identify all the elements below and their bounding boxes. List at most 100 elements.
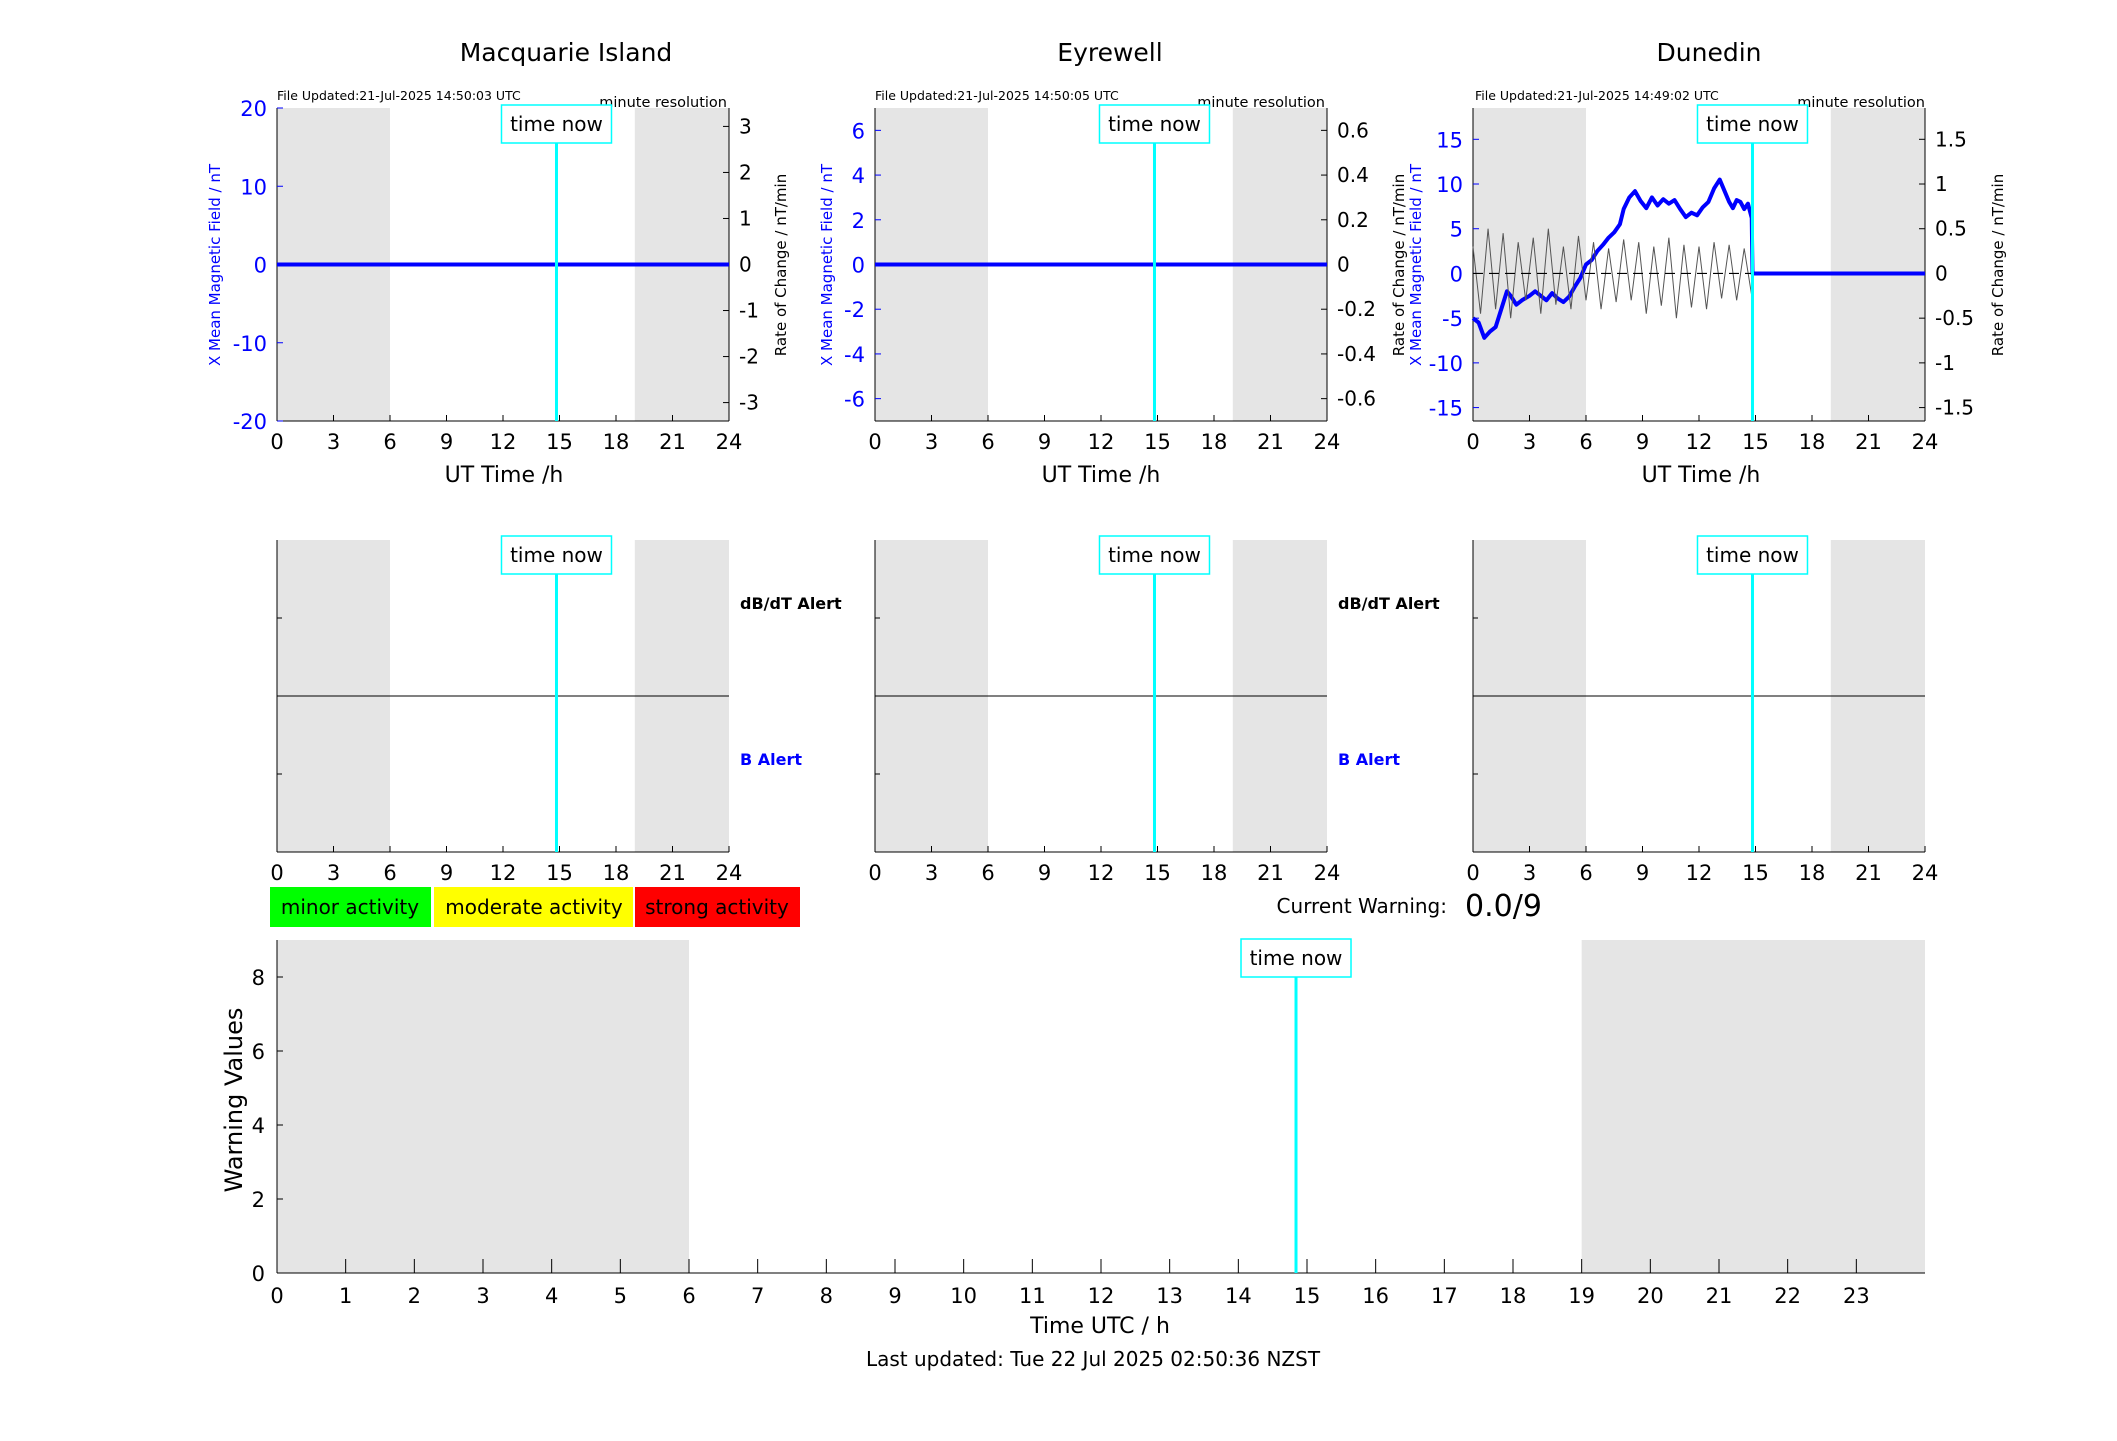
chart-macquarie-xtick-label-15: 15 bbox=[546, 430, 573, 454]
chart-dunedin-ytick-left-label-0: 0 bbox=[1450, 262, 1463, 286]
chart-dunedin-xtick-label-12: 12 bbox=[1686, 430, 1713, 454]
chart-dunedin-ytick-left-label--10: -10 bbox=[1429, 352, 1463, 376]
alert-chart-dunedin-time-now-box bbox=[1696, 535, 1809, 575]
warning-chart-xtick-label-4: 4 bbox=[545, 1284, 558, 1308]
warning-chart-xtick-label-2: 2 bbox=[408, 1284, 421, 1308]
warning-chart-xtick-label-8: 8 bbox=[820, 1284, 833, 1308]
chart-eyrewell-xtick-label-18: 18 bbox=[1201, 430, 1228, 454]
chart-dunedin-xtick-label-3: 3 bbox=[1523, 430, 1536, 454]
chart-eyrewell-ytick-right-label-1: -0.4 bbox=[1337, 342, 1376, 366]
chart-dunedin-ytick-right-label-0: -1.5 bbox=[1935, 396, 1974, 420]
warning-chart-xtick-label-0: 0 bbox=[270, 1284, 283, 1308]
chart-eyrewell-ytick-left-label-0: 0 bbox=[852, 254, 865, 278]
alert-chart-eyrewell-xtick-label-0: 0 bbox=[868, 861, 881, 885]
warning-chart-shaded-0 bbox=[277, 940, 689, 1273]
chart-macquarie-ytick-right-label-5: 2 bbox=[739, 160, 752, 184]
chart-dunedin-ytick-left-label-15: 15 bbox=[1436, 128, 1463, 152]
alert-chart-eyrewell-xtick-label-6: 6 bbox=[981, 861, 994, 885]
chart-dunedin-shaded-0 bbox=[1473, 108, 1586, 421]
right-ylabel-dunedin-left: Rate of Change / nT/min bbox=[1390, 174, 1408, 356]
chart-eyrewell-xtick-label-15: 15 bbox=[1144, 430, 1171, 454]
warning-chart-xtick-label-22: 22 bbox=[1774, 1284, 1801, 1308]
legend-strong-swatch bbox=[635, 887, 800, 927]
dbdt-alert-label-eyrewell: dB/dT Alert bbox=[1338, 594, 1440, 613]
xlabel-macquarie: UT Time /h bbox=[445, 463, 564, 488]
warning-chart-xtick-label-12: 12 bbox=[1088, 1284, 1115, 1308]
warning-ylabel: Warning Values bbox=[220, 1008, 248, 1193]
alert-chart-dunedin-xtick-label-24: 24 bbox=[1912, 861, 1939, 885]
alert-chart-macquarie-xtick-label-9: 9 bbox=[440, 861, 453, 885]
warning-chart-xtick-label-23: 23 bbox=[1843, 1284, 1870, 1308]
xlabel-dunedin: UT Time /h bbox=[1642, 463, 1761, 488]
chart-dunedin-xtick-label-6: 6 bbox=[1579, 430, 1592, 454]
chart-eyrewell-ytick-right-label-0: -0.6 bbox=[1337, 387, 1376, 411]
chart-dunedin-ytick-right-label-4: 0.5 bbox=[1935, 217, 1967, 241]
chart-macquarie-ytick-right-label-1: -2 bbox=[739, 345, 759, 369]
chart-macquarie-ytick-right-label-4: 1 bbox=[739, 206, 752, 230]
alert-chart-dunedin-time-now-label: time now bbox=[1706, 543, 1799, 567]
chart-eyrewell-time-now-label: time now bbox=[1108, 112, 1201, 136]
chart-dunedin-xtick-label-0: 0 bbox=[1466, 430, 1479, 454]
warning-chart-xtick-label-1: 1 bbox=[339, 1284, 352, 1308]
warning-chart-ytick-label-4: 4 bbox=[252, 1114, 265, 1138]
chart-macquarie-time-now-label: time now bbox=[510, 112, 603, 136]
chart-dunedin-xtick-label-21: 21 bbox=[1855, 430, 1882, 454]
chart-macquarie-ytick-left-label-10: 10 bbox=[240, 175, 267, 199]
alert-chart-dunedin-xtick-label-6: 6 bbox=[1579, 861, 1592, 885]
chart-dunedin-series-1 bbox=[1472, 228, 1753, 319]
alert-chart-macquarie-xtick-label-0: 0 bbox=[270, 861, 283, 885]
warning-chart-shaded-1 bbox=[1581, 940, 1925, 1273]
chart-dunedin-ytick-left-label--15: -15 bbox=[1429, 397, 1463, 421]
chart-macquarie-ytick-right-label-0: -3 bbox=[739, 391, 759, 415]
last-updated: Last updated: Tue 22 Jul 2025 02:50:36 N… bbox=[866, 1347, 1321, 1371]
alert-chart-macquarie-xtick-label-24: 24 bbox=[716, 861, 743, 885]
b-alert-label-macquarie: B Alert bbox=[740, 750, 802, 769]
chart-title-macquarie: Macquarie Island bbox=[460, 38, 673, 67]
warning-chart-xtick-label-21: 21 bbox=[1706, 1284, 1733, 1308]
warning-chart-xtick-label-11: 11 bbox=[1019, 1284, 1046, 1308]
warning-chart-ytick-label-0: 0 bbox=[252, 1262, 265, 1286]
warning-chart-xtick-label-17: 17 bbox=[1431, 1284, 1458, 1308]
alert-chart-macquarie-xtick-label-6: 6 bbox=[383, 861, 396, 885]
warning-chart-xtick-label-6: 6 bbox=[682, 1284, 695, 1308]
chart-macquarie-ytick-right-label-6: 3 bbox=[739, 114, 752, 138]
alert-chart-macquarie-time-now-box bbox=[500, 535, 613, 575]
chart-dunedin-ytick-right-label-2: -0.5 bbox=[1935, 306, 1974, 330]
alert-chart-dunedin-xtick-label-15: 15 bbox=[1742, 861, 1769, 885]
warning-chart-time-now-label: time now bbox=[1250, 946, 1343, 970]
xlabel-eyrewell: UT Time /h bbox=[1042, 463, 1161, 488]
minute-resolution-dunedin: minute resolution bbox=[1797, 95, 1925, 111]
warning-chart-xtick-label-3: 3 bbox=[476, 1284, 489, 1308]
chart-eyrewell-ytick-left-label--6: -6 bbox=[844, 388, 865, 412]
chart-title-eyrewell: Eyrewell bbox=[1057, 38, 1162, 67]
chart-dunedin-xtick-label-15: 15 bbox=[1742, 430, 1769, 454]
left-ylabel-macquarie: X Mean Magnetic Field / nT bbox=[206, 163, 224, 366]
chart-macquarie-xtick-label-12: 12 bbox=[490, 430, 517, 454]
legend-minor-label: minor activity bbox=[281, 895, 419, 919]
chart-eyrewell-xtick-label-12: 12 bbox=[1088, 430, 1115, 454]
alert-chart-eyrewell-xtick-label-18: 18 bbox=[1201, 861, 1228, 885]
chart-macquarie-ytick-left-label--20: -20 bbox=[233, 410, 267, 434]
chart-macquarie-ytick-left-label-20: 20 bbox=[240, 97, 267, 121]
file-updated-macquarie: File Updated:21-Jul-2025 14:50:03 UTC bbox=[277, 88, 521, 103]
alert-chart-eyrewell-xtick-label-21: 21 bbox=[1257, 861, 1284, 885]
chart-dunedin-ytick-right-label-1: -1 bbox=[1935, 351, 1955, 375]
alert-chart-eyrewell-time-now-box bbox=[1098, 535, 1211, 575]
minute-resolution-macquarie: minute resolution bbox=[599, 95, 727, 111]
alert-chart-eyrewell-xtick-label-15: 15 bbox=[1144, 861, 1171, 885]
chart-eyrewell-ytick-right-label-2: -0.2 bbox=[1337, 297, 1376, 321]
chart-macquarie-xtick-label-6: 6 bbox=[383, 430, 396, 454]
alert-chart-dunedin-xtick-label-0: 0 bbox=[1466, 861, 1479, 885]
alert-chart-dunedin-xtick-label-3: 3 bbox=[1523, 861, 1536, 885]
chart-eyrewell-ytick-left-label-2: 2 bbox=[852, 209, 865, 233]
chart-dunedin-shaded-1 bbox=[1830, 108, 1925, 421]
legend-minor-swatch bbox=[270, 887, 431, 927]
chart-dunedin-xtick-label-9: 9 bbox=[1636, 430, 1649, 454]
chart-eyrewell-ytick-left-label--2: -2 bbox=[844, 298, 865, 322]
file-updated-eyrewell: File Updated:21-Jul-2025 14:50:05 UTC bbox=[875, 88, 1119, 103]
chart-macquarie-xtick-label-18: 18 bbox=[603, 430, 630, 454]
alert-chart-macquarie-time-now-label: time now bbox=[510, 543, 603, 567]
left-ylabel-eyrewell: X Mean Magnetic Field / nT bbox=[818, 163, 836, 366]
